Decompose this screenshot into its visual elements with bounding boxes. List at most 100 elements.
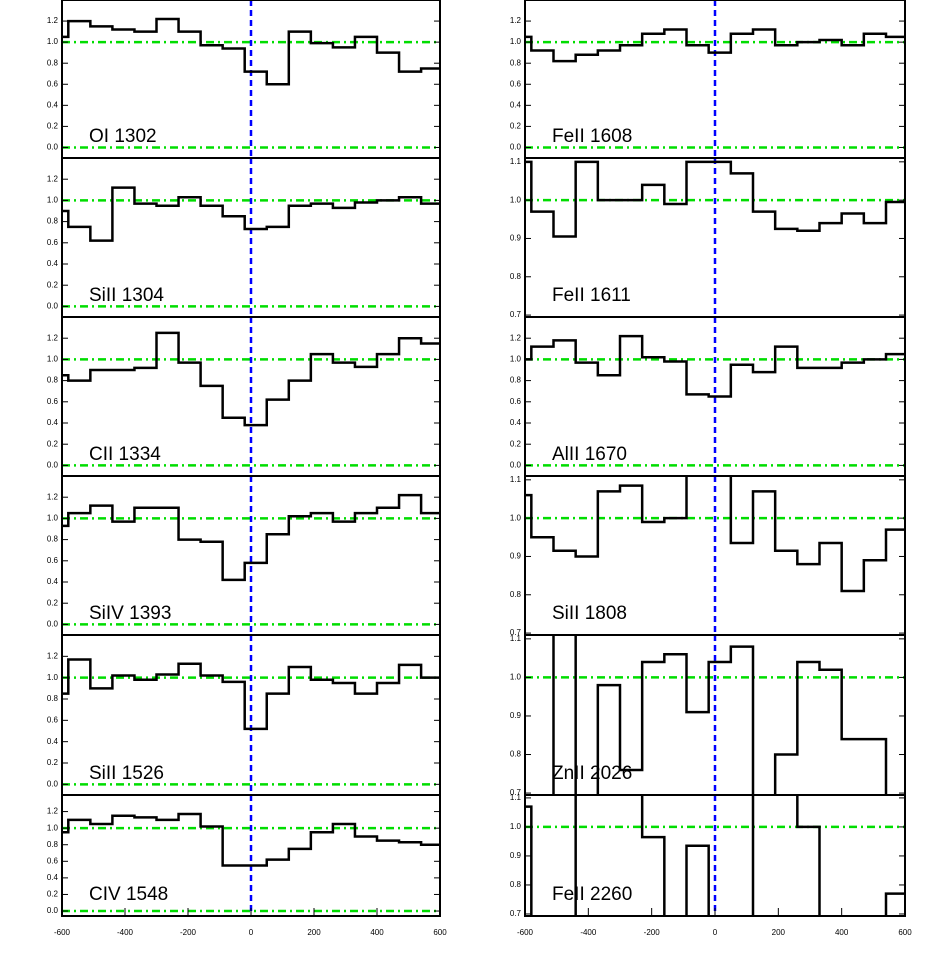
plot-area [62,317,440,476]
y-tick-label: 1.0 [510,513,522,522]
y-tick-label: 1.0 [47,37,59,46]
y-tick-label: 0.9 [510,711,522,720]
panel: 0.0 0.2 0.4 0.6 0.8 1.0 1.2 -600 -400 -200 0 200 400… [47,794,447,937]
x-tick-label: -400 [580,928,597,937]
y-tick-label: 0.2 [47,122,59,131]
y-tick-label: 1.2 [47,651,59,660]
y-tick-label: 0.6 [47,79,59,88]
x-tick-label: -400 [117,928,134,937]
y-tick-label: 0.0 [47,143,59,152]
plot-area [62,476,440,635]
ion-label: FeII 1608 [552,126,632,147]
panel: 0.7 0.8 0.9 1.0 1.1 -600 -400 -200 0 200 400 600 FeI… [510,793,912,937]
y-tick-label: 1.0 [47,196,59,205]
ion-label: SiII 1304 [89,285,164,306]
ion-label: FeII 1611 [552,285,631,306]
spectrum-line [62,812,440,867]
spectrum-line [525,28,905,63]
plot-area [525,158,905,317]
plot-area [62,0,440,158]
y-tick-label: 0.8 [47,694,59,703]
y-tick-label: 0.2 [47,890,59,899]
spectrum-line [525,476,905,593]
ion-label: ZnII 2026 [552,763,632,784]
y-tick-label: 0.8 [510,750,522,759]
y-tick-label: 1.2 [510,333,522,342]
y-tick-label: 1.0 [47,823,59,832]
spectrum-line [525,160,905,238]
y-tick-label: 1.0 [47,514,59,523]
y-tick-label: 0.8 [510,880,522,889]
y-tick-label: 1.1 [510,475,522,484]
plot-area [62,795,440,916]
plot-area [525,635,905,795]
x-tick-label: -200 [180,928,197,937]
panel: 0.7 0.8 0.9 1.0 1.1 SiII 1808 [510,475,906,637]
y-tick-label: 1.1 [510,634,522,643]
y-tick-label: 1.1 [510,157,522,166]
y-tick-label: 0.2 [510,439,522,448]
y-tick-label: 0.8 [510,58,522,67]
spectrum-line [62,493,440,582]
ion-label: SiII 1526 [89,763,164,784]
spectrum-line [62,17,440,86]
y-tick-label: 1.2 [510,16,522,25]
y-tick-label: 1.0 [510,37,522,46]
panel-frame [61,794,441,917]
y-tick-label: 0.7 [510,788,522,797]
y-tick-label: 0.8 [47,217,59,226]
y-tick-label: 0.9 [510,234,522,243]
y-tick-label: 0.6 [47,856,59,865]
y-tick-label: 0.0 [510,461,522,470]
y-tick-label: 0.0 [47,906,59,915]
panel: 0.0 0.2 0.4 0.6 0.8 1.0 1.2 AlII 1670 [510,316,906,477]
y-tick-label: 0.6 [47,556,59,565]
x-tick-label: -200 [644,928,661,937]
y-tick-label: 0.9 [510,552,522,561]
y-tick-label: 1.1 [510,793,522,802]
y-tick-label: 0.8 [510,590,522,599]
panel-frame [524,794,906,917]
plot-area [525,795,905,916]
spectrum-line [525,334,905,398]
y-tick-label: 0.6 [47,715,59,724]
plot-area [525,0,905,158]
y-tick-label: 0.4 [47,259,59,268]
y-tick-label: 0.4 [510,100,522,109]
x-tick-label: 200 [307,928,321,937]
y-tick-label: 0.8 [47,535,59,544]
y-tick-label: 1.2 [47,333,59,342]
y-tick-label: 1.2 [47,492,59,501]
y-tick-label: 0.0 [47,461,59,470]
x-tick-label: 400 [370,928,384,937]
spectrum-line [62,658,440,731]
y-tick-label: 0.2 [510,122,522,131]
x-tick-label: 600 [898,928,912,937]
y-tick-label: 0.7 [510,628,522,637]
plot-area [62,158,440,317]
y-tick-label: 0.8 [47,376,59,385]
y-tick-label: 0.0 [47,620,59,629]
y-tick-label: 1.0 [510,195,522,204]
x-tick-label: 200 [772,928,786,937]
spectrum-line [525,795,905,916]
y-tick-label: 0.8 [510,376,522,385]
panel: 0.0 0.2 0.4 0.6 0.8 1.0 1.2 SiII 1304 [47,157,441,318]
y-tick-label: 0.7 [510,310,522,319]
y-tick-label: 0.2 [47,598,59,607]
x-tick-label: 400 [835,928,849,937]
y-tick-label: 0.6 [510,397,522,406]
ion-label: CIV 1548 [89,884,168,905]
y-tick-label: 0.6 [510,79,522,88]
y-tick-label: 1.2 [47,807,59,816]
y-tick-label: 0.2 [47,439,59,448]
y-tick-label: 1.2 [47,174,59,183]
x-tick-label: 600 [433,928,447,937]
y-tick-label: 0.8 [47,840,59,849]
x-tick-label: 0 [249,928,254,937]
y-tick-label: 1.0 [510,355,522,364]
y-tick-label: 0.6 [47,397,59,406]
spectrum-line [62,186,440,242]
y-tick-label: 0.6 [47,238,59,247]
